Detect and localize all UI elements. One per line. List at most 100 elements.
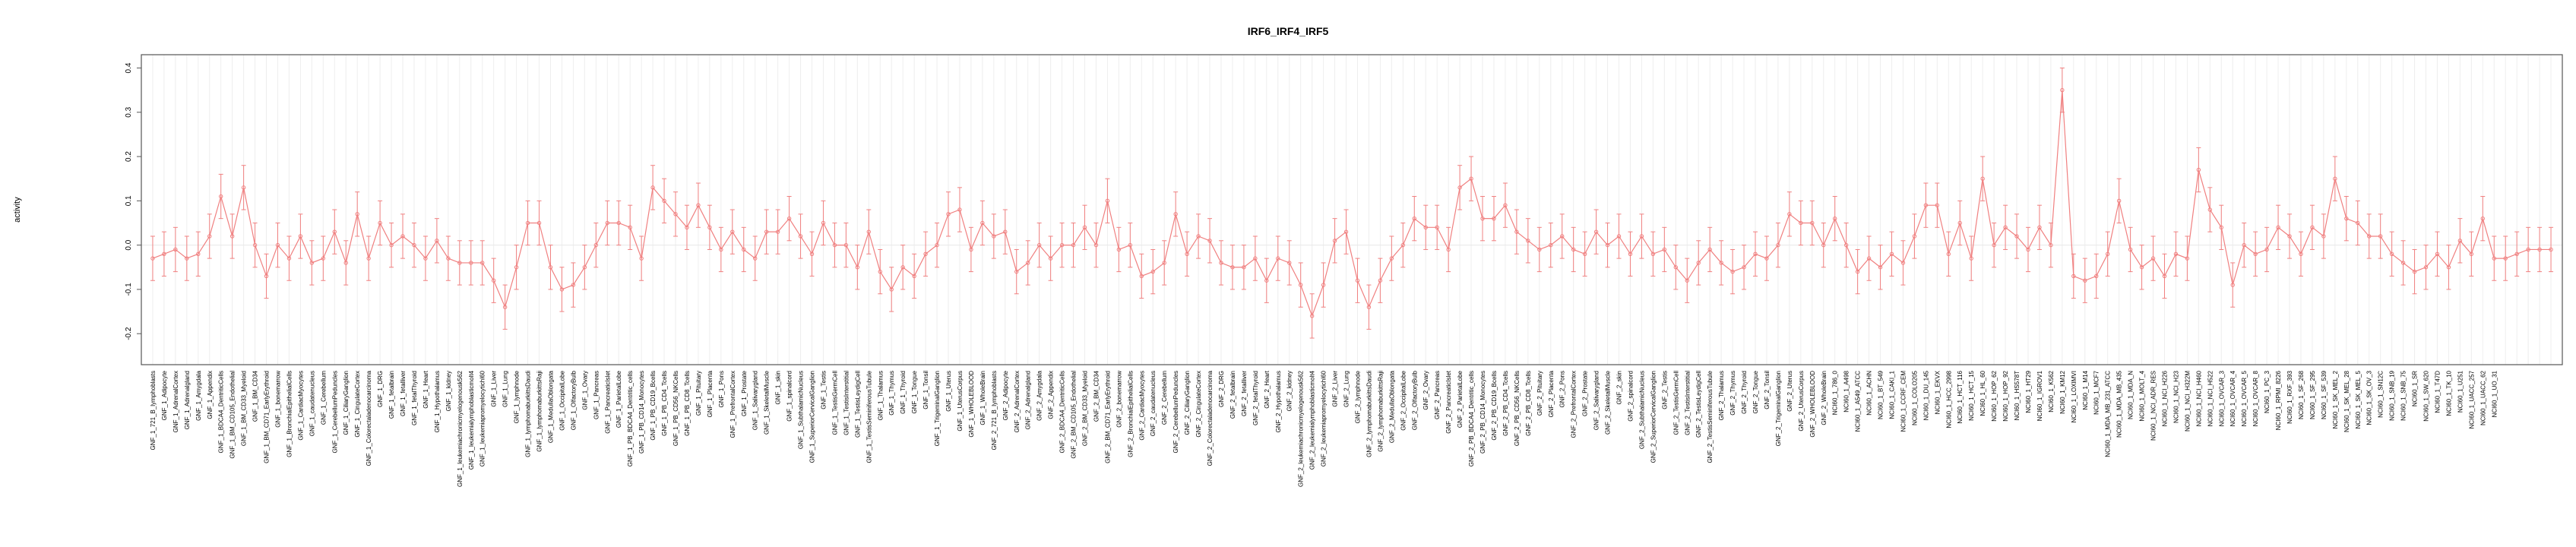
- data-point: [241, 185, 246, 190]
- x-tick-label: GNF_1_BM_CD105_Endothelial: [229, 371, 236, 459]
- x-tick-label: NCI60_1_A498: [1843, 370, 1850, 412]
- x-tick-label: NCI60_1_UO_31: [2491, 370, 2498, 417]
- x-tick-label: GNF_2_WholeBrain: [1821, 371, 1828, 425]
- x-tick-label: GNF_1_Thymus: [888, 371, 895, 416]
- data-point: [946, 212, 951, 217]
- data-point: [2071, 274, 2076, 279]
- data-point: [605, 220, 609, 226]
- x-tick-label: GNF_2_Pituitary: [1536, 371, 1543, 416]
- data-point: [2173, 251, 2179, 256]
- data-point: [275, 242, 280, 248]
- y-tick-label: -0.1: [125, 283, 133, 296]
- x-tick-label: GNF_1_MedullaOblongata: [547, 370, 554, 443]
- x-tick-label: GNF_1_fetalliver: [400, 371, 407, 416]
- data-point: [2378, 234, 2383, 239]
- data-point: [1571, 247, 1576, 252]
- x-tick-label: NCI60_1_SK_MEL_28: [2343, 370, 2350, 432]
- data-point: [1889, 251, 1894, 256]
- x-tick-label: GNF_2_fetalbrain: [1229, 371, 1236, 419]
- x-tick-label: GNF_1_fetalbrain: [388, 371, 395, 419]
- data-point: [1855, 269, 1860, 274]
- data-point: [1423, 225, 1428, 230]
- x-tick-label: GNF_2_Tonsil: [1764, 371, 1771, 409]
- data-point: [2457, 239, 2463, 243]
- data-point: [2446, 265, 2451, 270]
- x-tick-label: GNF_2_CerebellumPeduncles: [1172, 371, 1179, 454]
- x-tick-labels: GNF_1_721_B_lymphoblasts GNF_1_Adipocyte G…: [150, 370, 2498, 487]
- data-point: [2253, 251, 2258, 256]
- error-bar: [2549, 226, 2554, 273]
- data-point: [821, 220, 826, 226]
- x-tick-label: NCI60_1_MDA_N: [2128, 371, 2135, 419]
- data-point: [2242, 242, 2246, 248]
- data-point: [1105, 198, 1110, 204]
- x-tick-label: GNF_1_Heart: [422, 370, 429, 409]
- x-tick-label: NCI60_1_OVCAR_3: [2218, 370, 2225, 426]
- y-tick-label: 0.4: [125, 62, 133, 73]
- x-tick-label: GNF_1_Testis: [820, 371, 827, 409]
- x-tick-label: GNF_1_Tongue: [911, 370, 918, 413]
- x-tick-label: GNF_2_caudatenucleus: [1150, 371, 1157, 436]
- data-point: [2219, 225, 2223, 230]
- x-tick-label: GNF_1_DRG: [377, 371, 384, 407]
- x-tick-label: GNF_1_Thyroid: [900, 371, 907, 414]
- error-bar: [150, 236, 155, 281]
- x-tick-label: GNF_1_BronchialEpithelialCells: [286, 371, 293, 457]
- x-tick-label: GNF_2_UterusCorpus: [1798, 371, 1805, 432]
- x-tick-label: GNF_2_lymphomaburkittsRaji: [1377, 371, 1384, 452]
- data-point: [742, 247, 746, 252]
- data-point: [1309, 314, 1315, 318]
- data-point: [1196, 234, 1201, 239]
- x-tick-label: GNF_1_PB_CD19_Bcells: [650, 371, 657, 441]
- data-point: [809, 251, 815, 256]
- data-point: [912, 274, 916, 279]
- x-tick-label: GNF_2_CardiacMyocytes: [1138, 371, 1145, 441]
- data-point: [1230, 265, 1235, 270]
- x-tick-label: NCI60_1_SNB_75: [2400, 370, 2407, 420]
- x-tick-label: GNF_1_CardiacMyocytes: [297, 371, 304, 441]
- data-point: [332, 229, 337, 234]
- data-point: [1923, 203, 1929, 207]
- data-point: [2276, 225, 2280, 230]
- data-point: [2412, 269, 2417, 274]
- x-tick-label: NCI60_1_SNB_19: [2389, 370, 2396, 420]
- x-tick-label: GNF_2_PancreaticIslet: [1445, 370, 1452, 433]
- series-line: [152, 90, 2552, 318]
- data-point: [1662, 247, 1667, 252]
- x-tick-label: GNF_2_bonemarrow: [1116, 371, 1122, 428]
- data-point: [593, 242, 599, 248]
- data-point: [628, 225, 632, 230]
- data-point: [719, 247, 723, 252]
- y-axis-label: activity: [13, 197, 22, 223]
- x-tick-label: GNF_1_TestisSeminiferousTubule: [866, 370, 872, 463]
- x-tick-label: NCI60_1_HT29: [2025, 370, 2032, 413]
- data-point: [1219, 261, 1223, 265]
- x-tick-label: GNF_2_BM_CD105_Endothelial: [1071, 371, 1078, 459]
- x-tick-label: NCI60_1_NCI_H522: [2207, 370, 2214, 426]
- y-axis: -0.2 -0.1 0.0 0.1 0.2 0.3 0.4: [125, 62, 141, 340]
- x-tick-label: NCI60_1_SW_620: [2423, 370, 2430, 421]
- y-tick-label: -0.2: [125, 327, 133, 340]
- data-point: [878, 269, 882, 274]
- x-tick-label: GNF_2_PB_CD14_Monocytes: [1479, 371, 1486, 454]
- data-point: [1321, 283, 1326, 287]
- data-point: [162, 251, 166, 256]
- x-tick-label: GNF_1_BM_CD34: [252, 370, 259, 422]
- x-tick-label: GNF_1_PB_CD8_Tcells: [684, 371, 691, 436]
- data-point: [491, 278, 496, 283]
- x-tick-label: NCI60_1_SF_539: [2321, 370, 2328, 419]
- data-point: [1843, 242, 1849, 248]
- data-point: [1560, 234, 1565, 239]
- data-point: [480, 261, 485, 265]
- data-point: [1048, 256, 1053, 261]
- data-point: [753, 256, 758, 261]
- x-tick-label: GNF_1_AdrenalCortex: [172, 371, 179, 432]
- x-tick-label: GNF_2_BM_CD33_Myeloid: [1081, 371, 1088, 446]
- data-point: [2014, 234, 2019, 239]
- x-tick-label: GNF_1_leukemialymphoblasticmolt4: [468, 370, 475, 470]
- data-point: [2480, 216, 2485, 221]
- data-point: [673, 212, 678, 217]
- x-tick-label: GNF_2_DRG: [1218, 371, 1225, 407]
- data-point: [1900, 261, 1906, 265]
- data-point: [173, 247, 178, 252]
